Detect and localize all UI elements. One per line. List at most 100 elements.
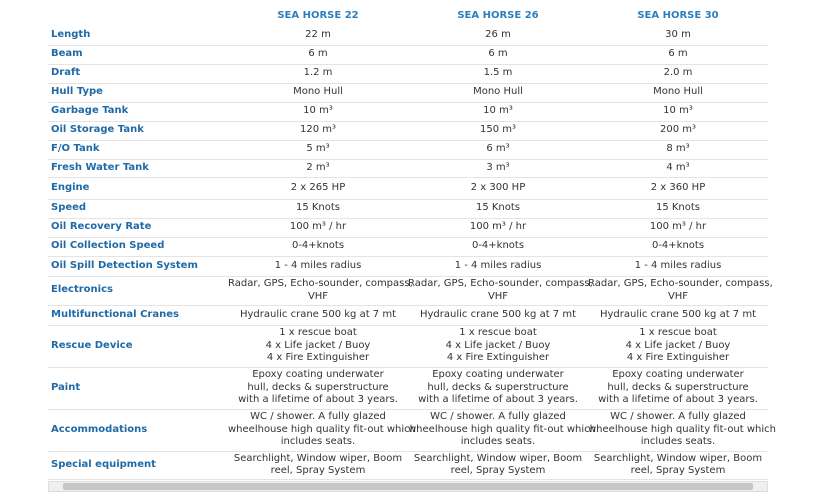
spec-row: Oil Recovery Rate 100 m³ / hr 100 m³ / hr 1… [48,218,768,238]
row-label: Oil Storage Tank [48,121,228,141]
spec-cell: 4 m³ [588,159,768,178]
corner [48,6,228,26]
cell-line: reel, Spray System [270,465,366,476]
spec-cell: 2.0 m [588,64,768,84]
spec-cell: 1 x rescue boat 4 x Life jacket / Buoy 4 x… [228,325,408,368]
cell-line: WC / shower. A fully glazed [430,411,566,423]
spec-cell: Radar, GPS, Echo-sounder, compass, VHF [408,276,593,306]
cell-line: 4 x Life jacket / Buoy [445,339,551,351]
spec-cell: Epoxy coating underwater hull, decks & su… [588,367,768,410]
cell-line: VHF [667,290,689,302]
spec-cell: 2 x 265 HP [228,177,408,200]
spec-cell: WC / shower. A fully glazed wheelhouse hi… [408,409,597,452]
spec-cell: 6 m³ [408,140,588,160]
spec-row: Engine 2 x 265 HP 2 x 300 HP 2 x 360 HP [48,177,768,200]
spec-row: Speed 15 Knots 15 Knots 15 Knots [48,199,768,219]
cell-line: 4 x Life jacket / Buoy [265,339,371,351]
spec-row: Electronics Radar, GPS, Echo-sounder, com… [48,276,773,306]
spec-row: F/O Tank 5 m³ 6 m³ 8 m³ [48,140,768,160]
spec-cell: 1.2 m [228,64,408,84]
cell-line: Radar, GPS, Echo-sounder, compass, [228,278,413,289]
row-label: Engine [48,177,228,200]
spec-cell: 200 m³ [588,121,768,141]
cell-line: 4 x Fire Extinguisher [266,352,370,364]
spec-cell: Searchlight, Window wiper, Boom reel, Spr… [228,451,408,480]
spec-cell: 100 m³ / hr [228,218,408,238]
cell-line: Epoxy coating underwater [252,369,384,381]
cell-line: hull, decks & superstructure [607,381,749,393]
spec-row: Garbage Tank 10 m³ 10 m³ 10 m³ [48,102,768,122]
spec-cell: 1.5 m [408,64,588,84]
cell-line: hull, decks & superstructure [427,381,569,393]
cell-line: with a lifetime of about 3 years. [598,394,758,406]
spec-cell: Searchlight, Window wiper, Boom reel, Spr… [588,451,768,480]
row-label: Rescue Device [48,325,228,368]
spec-cell: Hydraulic crane 500 kg at 7 mt [588,305,768,326]
row-label: Length [48,26,228,46]
spec-cell: Radar, GPS, Echo-sounder, compass, VHF [228,276,413,306]
spec-cell: 5 m³ [228,140,408,160]
spec-cell: 8 m³ [588,140,768,160]
spec-cell: 100 m³ / hr [408,218,588,238]
row-label: Oil Collection Speed [48,237,228,257]
cell-line: reel, Spray System [630,465,726,476]
row-label: Garbage Tank [48,102,228,122]
cell-line: WC / shower. A fully glazed [610,411,746,423]
cell-line: 1 x rescue boat [459,327,537,339]
cell-line: WC / shower. A fully glazed [250,411,386,423]
row-label: Accommodations [48,409,228,452]
row-label: Oil Spill Detection System [48,256,228,277]
spec-row: Special equipment Searchlight, Window wip… [48,451,768,480]
column-header: SEA HORSE 26 [457,9,539,21]
column-header: SEA HORSE 22 [277,9,359,21]
row-label: Special equipment [48,451,228,480]
spec-row: Paint Epoxy coating underwater hull, decks… [48,367,768,410]
scroll-thumb[interactable] [63,483,753,490]
spec-cell: 0-4+knots [408,237,588,257]
spec-cell: 26 m [408,26,588,46]
horizontal-scrollbar[interactable] [48,481,768,492]
header-row: SEA HORSE 22 SEA HORSE 26 SEA HORSE 30 [48,6,768,26]
spec-cell: 6 m [408,45,588,65]
cell-line: Epoxy coating underwater [432,369,564,381]
cell-line: Searchlight, Window wiper, Boom [593,452,763,464]
cell-line: includes seats. [460,436,536,448]
spec-row: Fresh Water Tank 2 m³ 3 m³ 4 m³ [48,159,768,178]
cell-line: VHF [307,290,329,302]
spec-cell: 2 m³ [228,159,408,178]
spec-cell: Epoxy coating underwater hull, decks & su… [408,367,588,410]
spec-table: SEA HORSE 22 SEA HORSE 26 SEA HORSE 30 Len… [48,6,777,480]
spec-cell: Mono Hull [588,83,768,103]
spec-cell: 1 - 4 miles radius [588,256,768,277]
cell-line: 1 x rescue boat [279,327,357,339]
cell-line: 1 x rescue boat [639,327,717,339]
spec-row: Oil Spill Detection System 1 - 4 miles ra… [48,256,768,277]
spec-cell: 1 x rescue boat 4 x Life jacket / Buoy 4 x… [408,325,588,368]
spec-cell: 100 m³ / hr [588,218,768,238]
row-label: Hull Type [48,83,228,103]
cell-line: with a lifetime of about 3 years. [238,394,398,406]
spec-cell: 2 x 360 HP [588,177,768,200]
spec-cell: 6 m [228,45,408,65]
row-label: Electronics [48,276,228,306]
cell-line: includes seats. [280,436,356,448]
spec-row: Oil Storage Tank 120 m³ 150 m³ 200 m³ [48,121,768,141]
spec-row: Rescue Device 1 x rescue boat 4 x Life jac… [48,325,768,368]
spec-row: Oil Collection Speed 0-4+knots 0-4+knots 0-… [48,237,768,257]
row-label: Paint [48,367,228,410]
row-label: Beam [48,45,228,65]
cell-line: VHF [487,290,509,302]
spec-cell: 3 m³ [408,159,588,178]
cell-line: wheelhouse high quality fit-out which [408,423,597,435]
spec-cell: WC / shower. A fully glazed wheelhouse hi… [228,409,416,452]
spec-cell: 15 Knots [588,199,768,219]
cell-line: 4 x Fire Extinguisher [626,352,730,364]
cell-line: wheelhouse high quality fit-out which [588,423,777,435]
spec-cell: 0-4+knots [228,237,408,257]
spec-cell: Radar, GPS, Echo-sounder, compass, VHF [588,276,773,306]
cell-line: Radar, GPS, Echo-sounder, compass, [588,278,773,289]
row-label: F/O Tank [48,140,228,160]
spec-cell: Hydraulic crane 500 kg at 7 mt [228,305,408,326]
